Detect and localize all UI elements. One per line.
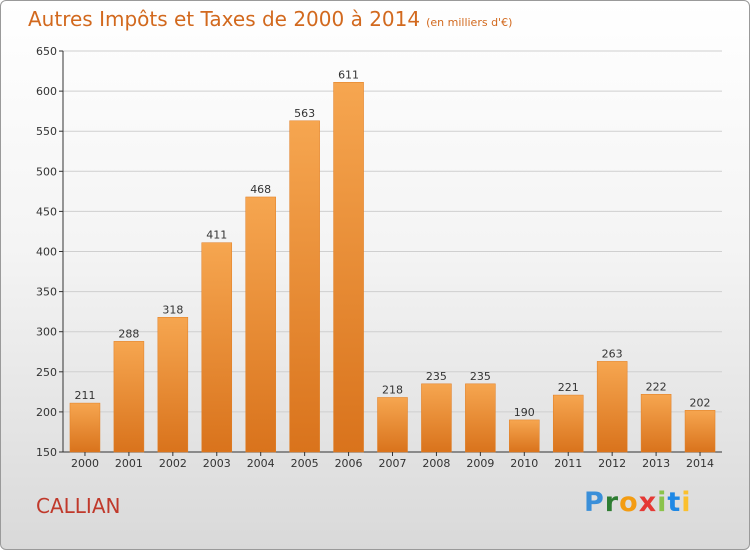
bar xyxy=(640,394,672,453)
x-tick-label: 2010 xyxy=(510,457,538,470)
bar xyxy=(421,383,452,453)
bar-value-label: 235 xyxy=(426,370,447,383)
proxiti-logo: Proxiti xyxy=(584,487,692,518)
y-tick-label: 600 xyxy=(36,85,57,98)
chart-title-text: Autres Impôts et Taxes de 2000 à 2014 xyxy=(28,7,421,31)
bar xyxy=(333,82,364,453)
y-tick-label: 400 xyxy=(36,246,57,259)
y-tick-label: 250 xyxy=(36,366,57,379)
bar xyxy=(289,120,320,453)
logo-letter: i xyxy=(681,487,692,518)
bar-value-label: 411 xyxy=(206,229,227,242)
bar xyxy=(552,394,584,453)
y-tick-label: 450 xyxy=(36,205,57,218)
bar xyxy=(684,410,716,453)
bar-value-label: 468 xyxy=(250,183,271,196)
x-tick-label: 2004 xyxy=(247,457,275,470)
bar-value-label: 288 xyxy=(118,327,139,340)
x-tick-label: 2003 xyxy=(203,457,231,470)
x-tick-label: 2009 xyxy=(466,457,494,470)
logo-letter: i xyxy=(657,487,668,518)
y-tick-label: 550 xyxy=(36,125,57,138)
x-tick-label: 2011 xyxy=(554,457,582,470)
bar-value-label: 235 xyxy=(470,370,491,383)
bar-value-label: 263 xyxy=(602,347,623,360)
bar xyxy=(69,402,101,453)
bar-value-label: 190 xyxy=(514,406,535,419)
bar xyxy=(157,317,189,453)
chart-title-unit: (en milliers d'€) xyxy=(426,16,513,29)
x-tick-label: 2005 xyxy=(291,457,319,470)
bar xyxy=(113,341,145,453)
logo-letter: t xyxy=(667,487,682,518)
x-tick-label: 2012 xyxy=(598,457,626,470)
bar-value-label: 221 xyxy=(558,381,579,394)
chart-title: Autres Impôts et Taxes de 2000 à 2014 (en… xyxy=(28,7,512,31)
y-tick-label: 300 xyxy=(36,326,57,339)
bar-value-label: 563 xyxy=(294,107,315,120)
y-tick-label: 200 xyxy=(36,406,57,419)
x-tick-label: 2001 xyxy=(115,457,143,470)
bar-value-label: 202 xyxy=(690,396,711,409)
bar-value-label: 222 xyxy=(646,380,667,393)
bar-value-label: 211 xyxy=(74,389,95,402)
x-tick-label: 2008 xyxy=(422,457,450,470)
x-tick-label: 2002 xyxy=(159,457,187,470)
x-tick-label: 2007 xyxy=(379,457,407,470)
bar-value-label: 318 xyxy=(162,303,183,316)
bar xyxy=(245,196,276,453)
x-tick-label: 2000 xyxy=(71,457,99,470)
y-tick-label: 350 xyxy=(36,286,57,299)
x-tick-label: 2013 xyxy=(642,457,670,470)
bar xyxy=(377,397,408,453)
place-name: CALLIAN xyxy=(36,494,121,518)
bar xyxy=(465,383,496,453)
logo-letter: P xyxy=(584,487,605,518)
y-tick-label: 650 xyxy=(36,45,57,58)
bar xyxy=(201,242,233,453)
logo-letter: o xyxy=(619,487,639,518)
y-tick-label: 500 xyxy=(36,165,57,178)
bar-value-label: 611 xyxy=(338,68,359,81)
bar xyxy=(509,419,540,453)
logo-letter: r xyxy=(604,487,620,518)
x-tick-label: 2014 xyxy=(686,457,714,470)
bar-value-label: 218 xyxy=(382,383,403,396)
y-tick-label: 150 xyxy=(36,446,57,459)
x-tick-label: 2006 xyxy=(335,457,363,470)
bar xyxy=(596,361,628,453)
logo-letter: x xyxy=(638,487,658,518)
